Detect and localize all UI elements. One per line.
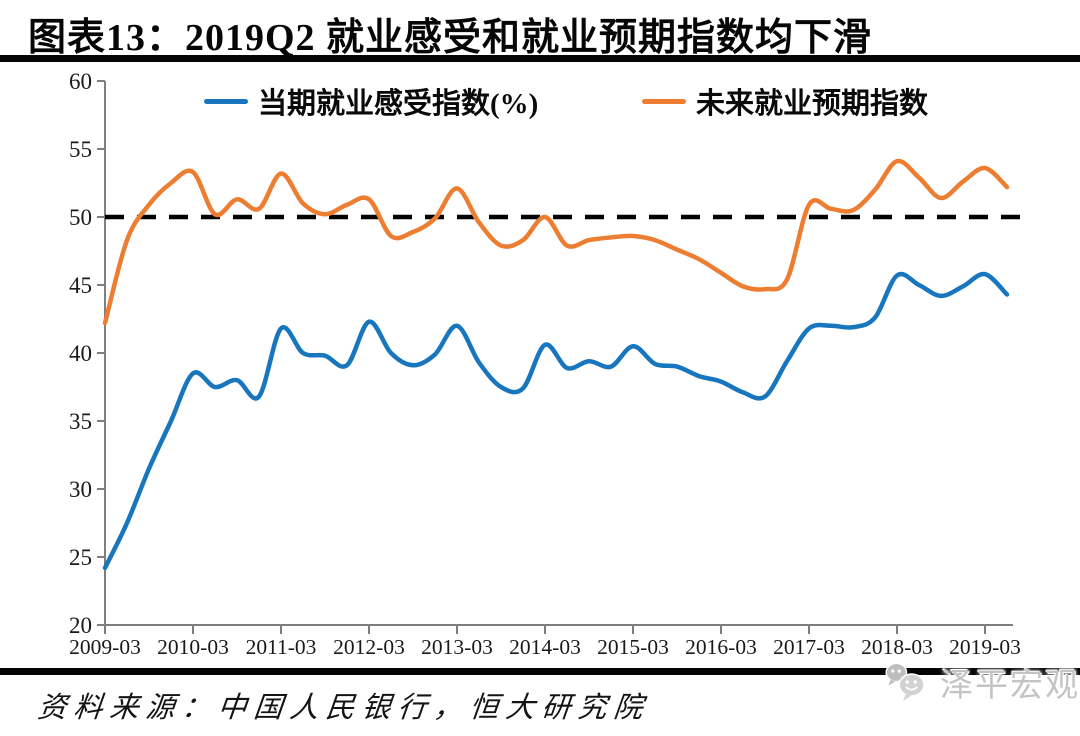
legend-item-expected-index: 未来就业预期指数 (642, 84, 928, 120)
y-axis-label: 35 (69, 409, 92, 434)
x-axis-label: 2011-03 (246, 635, 317, 659)
y-axis-label: 60 (69, 69, 92, 94)
footer-rule (0, 668, 1080, 675)
y-axis-label: 20 (69, 613, 92, 638)
legend-swatch-current-index (204, 98, 248, 104)
x-axis-label: 2013-03 (421, 635, 493, 659)
x-axis-label: 2018-03 (861, 635, 933, 659)
legend-label-expected-index: 未来就业预期指数 (696, 88, 929, 120)
page-title: 图表13：2019Q2 就业感受和就业预期指数均下滑 (28, 17, 873, 59)
y-axis-label: 25 (69, 545, 92, 570)
x-axis-label: 2016-03 (685, 635, 757, 659)
source-note: 资料来源：中国人民银行，恒大研究院 (36, 692, 652, 724)
legend-item-current-index: 当期就业感受指数(%) (204, 84, 538, 120)
watermark-label: 泽平宏观 (940, 668, 1080, 704)
y-axis-label: 50 (69, 205, 92, 230)
chart-legend: 当期就业感受指数(%) 未来就业预期指数 (0, 84, 1080, 120)
series-line-current-index (102, 271, 1010, 571)
x-axis-label: 2015-03 (597, 635, 669, 659)
y-axis-label: 55 (69, 137, 92, 162)
legend-label-current-index: 当期就业感受指数(%) (258, 88, 539, 120)
watermark: 泽平宏观 (884, 652, 1080, 712)
x-axis-label: 2010-03 (157, 635, 229, 659)
title-rule (0, 55, 1080, 62)
x-axis-label: 2017-03 (773, 635, 845, 659)
line-chart: 20 25 30 35 40 45 50 55 60 2009-03 2010-03 2011-03 2… (0, 60, 1080, 668)
y-axis-label: 45 (69, 273, 92, 298)
y-axis-label: 40 (69, 341, 92, 366)
wechat-icon (885, 662, 925, 701)
y-axis-label: 30 (69, 477, 92, 502)
x-axis-label: 2012-03 (333, 635, 405, 659)
series-line-expected-index (102, 158, 1010, 326)
legend-swatch-expected-index (642, 98, 686, 104)
x-axis-label: 2019-03 (949, 635, 1021, 659)
x-axis-label: 2014-03 (509, 635, 581, 659)
chart-canvas: 20 25 30 35 40 45 50 55 60 2009-03 2010-03 2011-03 2… (69, 69, 1030, 659)
x-axis-label: 2009-03 (69, 635, 141, 659)
